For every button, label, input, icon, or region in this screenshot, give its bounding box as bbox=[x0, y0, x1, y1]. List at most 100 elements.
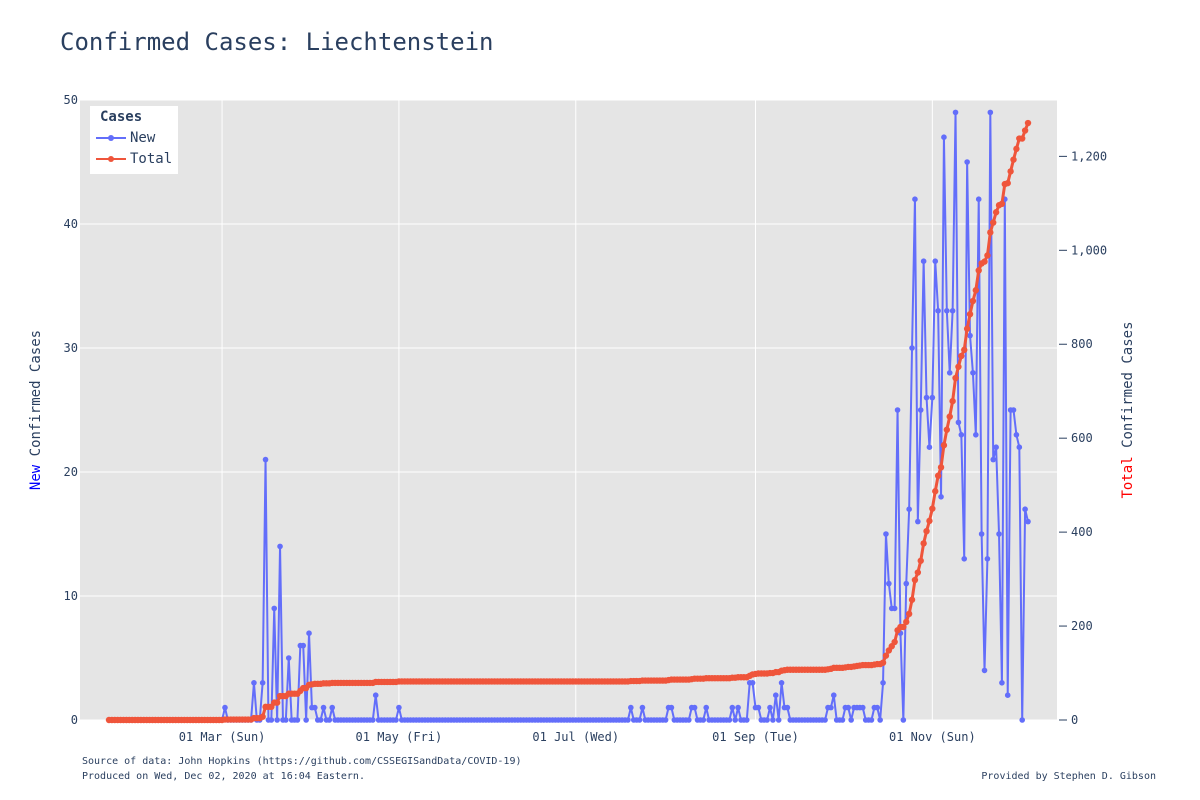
data-point-new bbox=[372, 692, 379, 698]
x-tick-label: 01 Mar (Sun) bbox=[179, 730, 266, 744]
data-point-total bbox=[943, 426, 951, 433]
data-point-total bbox=[949, 397, 956, 405]
data-point-new bbox=[1019, 717, 1026, 723]
data-point-new bbox=[952, 109, 959, 116]
x-tick-label: 01 May (Fri) bbox=[356, 730, 443, 744]
data-point-new bbox=[941, 134, 947, 140]
data-point-total bbox=[1007, 168, 1014, 175]
data-point-new bbox=[726, 717, 733, 723]
data-point-new bbox=[775, 717, 782, 723]
data-point-total bbox=[923, 527, 930, 535]
legend[interactable]: Cases New Total bbox=[90, 106, 178, 174]
data-point-new bbox=[303, 717, 309, 723]
legend-label-total: Total bbox=[130, 151, 173, 167]
data-point-new bbox=[285, 655, 292, 661]
y-right-tick-label: 600 bbox=[1071, 431, 1093, 445]
data-point-new bbox=[915, 518, 921, 525]
data-point-total bbox=[966, 310, 974, 318]
data-point-new bbox=[329, 704, 336, 711]
data-point-new bbox=[277, 543, 283, 550]
data-point-new bbox=[906, 506, 912, 512]
data-point-total bbox=[903, 618, 910, 626]
data-point-total bbox=[920, 540, 927, 547]
legend-item-new[interactable]: New bbox=[96, 129, 155, 147]
data-point-total bbox=[917, 557, 924, 564]
data-point-new bbox=[778, 680, 785, 686]
data-point-new bbox=[981, 667, 988, 674]
data-point-total bbox=[1010, 156, 1017, 163]
data-point-new bbox=[764, 717, 770, 723]
data-point-total bbox=[911, 576, 919, 584]
data-point-total bbox=[891, 638, 898, 646]
legend-item-total[interactable]: Total bbox=[96, 150, 172, 168]
data-point-total bbox=[984, 252, 991, 259]
y-axis-left-title-highlight: New bbox=[28, 464, 44, 491]
data-point-new bbox=[628, 704, 634, 711]
data-point-new bbox=[935, 308, 941, 314]
data-point-new bbox=[732, 717, 738, 723]
footer-source: Source of data: John Hopkins (https://gi… bbox=[82, 756, 522, 767]
data-point-new bbox=[222, 704, 228, 711]
data-point-total bbox=[926, 517, 933, 525]
data-point-new bbox=[1010, 407, 1017, 413]
y-right-tick-label: 200 bbox=[1071, 619, 1093, 633]
data-point-new bbox=[822, 717, 828, 723]
data-point-new bbox=[370, 717, 376, 723]
data-point-new bbox=[999, 680, 1005, 686]
data-point-new bbox=[625, 717, 631, 723]
data-point-new bbox=[830, 692, 837, 698]
data-point-new bbox=[251, 680, 257, 686]
data-point-new bbox=[300, 642, 307, 649]
data-point-new bbox=[312, 704, 318, 711]
data-point-new bbox=[755, 704, 762, 711]
data-point-new bbox=[770, 717, 776, 723]
data-point-new bbox=[735, 704, 741, 711]
data-point-new bbox=[636, 717, 643, 723]
data-point-total bbox=[963, 325, 971, 332]
data-point-total bbox=[955, 363, 962, 370]
footer-produced: Produced on Wed, Dec 02, 2020 at 16:04 E… bbox=[82, 771, 365, 782]
y-axis-left-title: New Confirmed Cases bbox=[28, 330, 44, 490]
y-right-tick-label: 1,000 bbox=[1071, 243, 1107, 257]
data-point-new bbox=[920, 258, 927, 265]
legend-label-new: New bbox=[130, 130, 156, 146]
data-point-new bbox=[946, 370, 953, 376]
data-point-total bbox=[259, 713, 266, 720]
data-point-total bbox=[908, 596, 916, 603]
data-point-new bbox=[909, 345, 915, 351]
x-tick-label: 01 Sep (Tue) bbox=[712, 730, 799, 744]
data-point-total bbox=[1024, 119, 1032, 127]
data-point-new bbox=[828, 704, 834, 711]
data-point-total bbox=[929, 505, 936, 512]
y-left-tick-label: 30 bbox=[64, 341, 78, 355]
data-point-new bbox=[317, 717, 324, 723]
data-point-new bbox=[686, 717, 692, 723]
chart-title: Confirmed Cases: Liechtenstein bbox=[60, 28, 494, 56]
data-point-new bbox=[877, 717, 883, 723]
data-point-new bbox=[990, 456, 997, 463]
y-left-tick-label: 50 bbox=[64, 93, 78, 107]
data-point-new bbox=[868, 717, 875, 723]
data-point-new bbox=[859, 704, 866, 711]
data-point-new bbox=[917, 407, 924, 413]
data-point-new bbox=[749, 680, 756, 686]
data-point-total bbox=[905, 610, 913, 618]
data-point-new bbox=[883, 531, 889, 537]
data-point-total bbox=[990, 219, 997, 226]
y-axis-right-title-rest: Confirmed Cases bbox=[1120, 321, 1136, 457]
data-point-total bbox=[946, 413, 953, 420]
y-left-tick-label: 10 bbox=[64, 589, 78, 603]
data-point-new bbox=[1013, 432, 1020, 438]
data-point-total bbox=[273, 699, 281, 706]
y-left-tick-label: 0 bbox=[71, 713, 78, 727]
data-point-total bbox=[1021, 127, 1029, 134]
data-point-total bbox=[987, 229, 994, 236]
data-point-new bbox=[306, 630, 312, 636]
data-point-total bbox=[992, 209, 1000, 216]
data-point-new bbox=[900, 717, 907, 723]
data-point-new bbox=[1016, 444, 1023, 451]
data-point-new bbox=[326, 717, 333, 723]
data-point-new bbox=[912, 196, 918, 202]
data-point-new bbox=[767, 704, 773, 711]
